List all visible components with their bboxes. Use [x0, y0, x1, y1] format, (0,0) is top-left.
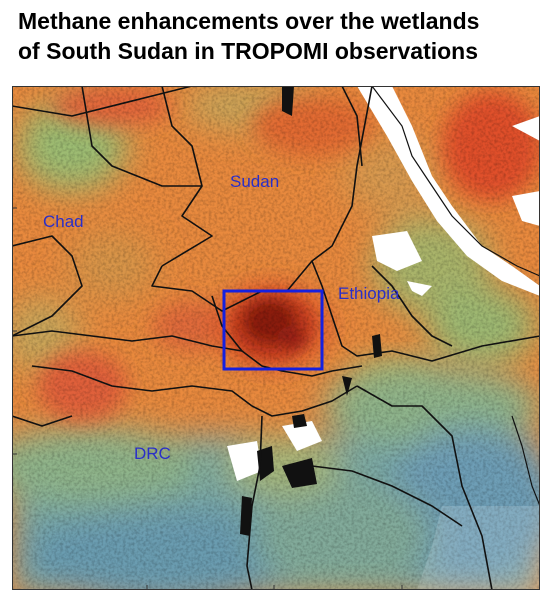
- country-borders: [12, 86, 540, 590]
- noise-texture: [12, 86, 540, 590]
- map-frame: [12, 86, 540, 590]
- sudd-highlight-box: [222, 289, 324, 371]
- axis-ticks: [12, 207, 403, 590]
- label-drc: DRC: [134, 444, 171, 463]
- map-canvas: [12, 86, 540, 590]
- title-line-1: Methane enhancements over the wetlands: [18, 8, 480, 34]
- title-line-2: of South Sudan in TROPOMI observations: [18, 38, 479, 64]
- no-data-regions: [227, 86, 540, 590]
- label-chad: Chad: [43, 212, 84, 231]
- methane-map: Sudan Chad Ethiopia DRC: [12, 86, 540, 590]
- page-title: Methane enhancements over the wetlands o…: [18, 6, 538, 66]
- coastline: [371, 86, 540, 277]
- label-ethiopia: Ethiopia: [338, 284, 400, 303]
- red-sea: [357, 86, 540, 296]
- label-sudan: Sudan: [230, 172, 280, 191]
